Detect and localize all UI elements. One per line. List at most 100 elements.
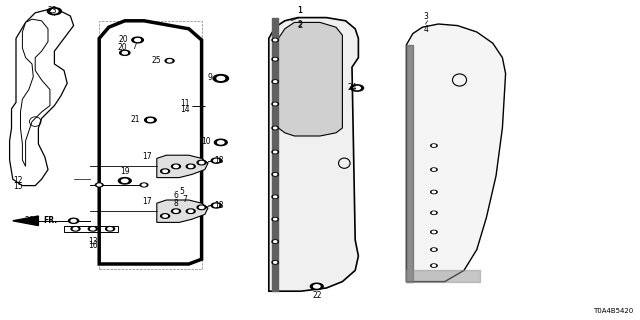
Text: 14: 14 [180,105,190,114]
Text: 6: 6 [173,191,178,200]
Circle shape [218,141,224,144]
Circle shape [431,144,437,147]
Text: 17: 17 [143,197,152,206]
Circle shape [274,262,277,263]
Circle shape [132,37,143,43]
Polygon shape [10,10,74,186]
Circle shape [211,203,221,208]
Circle shape [47,8,61,15]
Circle shape [172,209,180,213]
Circle shape [314,285,320,288]
Circle shape [431,211,437,214]
Circle shape [122,179,128,182]
Text: 7: 7 [182,195,187,204]
Text: 21: 21 [130,116,140,124]
Text: 12: 12 [13,176,22,185]
Circle shape [274,103,277,105]
Circle shape [274,241,277,243]
Circle shape [431,230,437,234]
Text: 23: 23 [47,6,58,15]
Text: 18: 18 [214,201,224,210]
Circle shape [188,165,193,168]
Text: 18: 18 [214,156,224,165]
Circle shape [274,173,277,175]
Text: 11: 11 [180,100,190,108]
Circle shape [433,145,436,147]
Text: 9: 9 [207,73,212,82]
Circle shape [68,218,79,223]
Circle shape [97,184,101,186]
Circle shape [95,183,103,187]
Circle shape [140,183,148,187]
Circle shape [213,75,228,82]
Text: 8: 8 [173,199,178,208]
Circle shape [433,191,436,193]
Circle shape [165,59,174,63]
Circle shape [88,227,97,231]
Text: 1: 1 [297,6,302,15]
Text: 10: 10 [202,137,211,146]
Circle shape [214,139,227,146]
Text: 4: 4 [423,25,428,34]
Circle shape [142,184,146,186]
Circle shape [108,228,113,230]
Circle shape [214,159,219,162]
Circle shape [433,231,436,233]
Circle shape [145,117,156,123]
Text: 26: 26 [24,216,34,225]
Circle shape [122,52,127,54]
Circle shape [163,215,168,217]
Circle shape [186,209,195,213]
Circle shape [310,283,323,290]
Circle shape [135,38,141,41]
Text: 2: 2 [297,21,302,30]
Circle shape [197,205,206,210]
Circle shape [174,210,178,212]
Polygon shape [269,18,358,291]
Text: 17: 17 [143,152,152,161]
Polygon shape [20,19,50,166]
Polygon shape [157,155,208,178]
Circle shape [433,249,436,250]
Text: 22: 22 [312,291,321,300]
Circle shape [272,195,278,198]
Text: 5: 5 [179,187,184,196]
Circle shape [73,228,78,230]
Circle shape [118,178,131,184]
Text: 2: 2 [297,20,302,29]
Circle shape [431,190,437,194]
Circle shape [274,196,277,197]
Circle shape [174,165,178,168]
Circle shape [351,85,364,91]
Circle shape [433,169,436,171]
Circle shape [354,86,360,90]
Circle shape [274,218,277,220]
Circle shape [272,102,278,106]
Circle shape [431,168,437,171]
Circle shape [433,212,436,214]
Circle shape [272,173,278,176]
Circle shape [188,210,193,212]
Circle shape [200,206,204,209]
Circle shape [274,81,277,82]
Polygon shape [278,22,342,141]
Circle shape [106,227,115,231]
Circle shape [272,261,278,264]
Text: 13: 13 [88,237,98,246]
Circle shape [433,265,436,266]
Circle shape [272,80,278,83]
Text: 20: 20 [118,36,128,44]
Circle shape [272,126,278,130]
Circle shape [272,240,278,243]
Circle shape [168,60,172,62]
Circle shape [274,59,277,60]
Polygon shape [406,24,506,282]
Circle shape [272,58,278,61]
Circle shape [51,9,58,13]
Circle shape [91,228,95,230]
Circle shape [274,151,277,153]
Circle shape [274,127,277,129]
Circle shape [197,160,206,165]
Text: 1: 1 [297,6,302,15]
Text: 16: 16 [88,241,98,250]
